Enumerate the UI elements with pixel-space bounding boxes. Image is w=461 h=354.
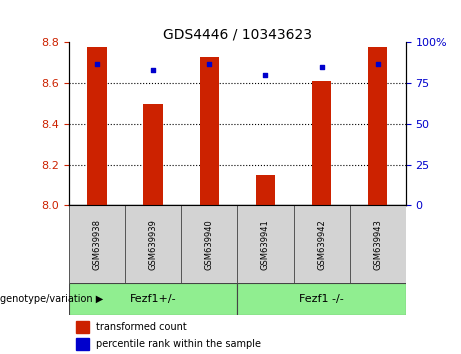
Text: transformed count: transformed count (96, 322, 187, 332)
Point (374, 61, 381, 67)
FancyBboxPatch shape (237, 205, 294, 283)
Text: GSM639938: GSM639938 (93, 219, 102, 270)
Title: GDS4446 / 10343623: GDS4446 / 10343623 (163, 27, 312, 41)
Bar (76, 338, 89, 350)
Bar (76, 321, 89, 333)
FancyBboxPatch shape (349, 205, 406, 283)
FancyBboxPatch shape (181, 205, 237, 283)
Bar (143, 104, 163, 205)
Text: GSM639940: GSM639940 (205, 219, 214, 270)
Text: GSM639941: GSM639941 (261, 219, 270, 270)
Point (262, 72, 269, 78)
FancyBboxPatch shape (237, 283, 406, 315)
Point (94, 61, 101, 67)
Bar (88, 47, 107, 205)
FancyBboxPatch shape (69, 283, 237, 315)
Text: GSM639942: GSM639942 (317, 219, 326, 270)
Text: Fezf1 -/-: Fezf1 -/- (299, 294, 344, 304)
Bar (256, 175, 275, 205)
FancyBboxPatch shape (294, 205, 349, 283)
Text: genotype/variation ▶: genotype/variation ▶ (0, 294, 103, 304)
Bar (200, 57, 219, 205)
Bar (368, 47, 387, 205)
FancyBboxPatch shape (69, 205, 125, 283)
Text: GSM639939: GSM639939 (149, 219, 158, 270)
Point (149, 67, 157, 73)
Text: Fezf1+/-: Fezf1+/- (130, 294, 177, 304)
Point (206, 61, 213, 67)
Text: percentile rank within the sample: percentile rank within the sample (96, 339, 261, 349)
FancyBboxPatch shape (125, 205, 181, 283)
Bar (312, 81, 331, 205)
Point (318, 64, 325, 70)
Text: GSM639943: GSM639943 (373, 219, 382, 270)
